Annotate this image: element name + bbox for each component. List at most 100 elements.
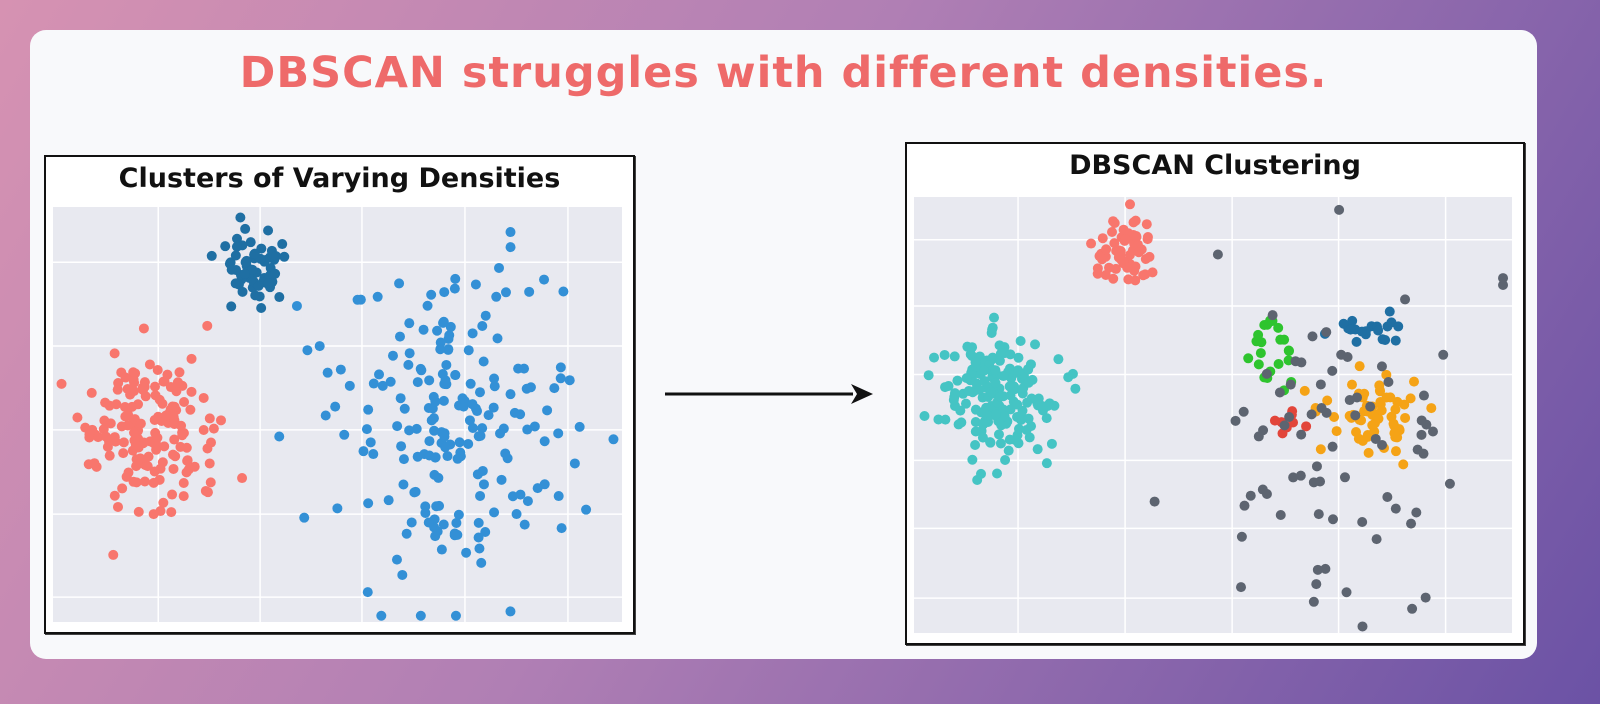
data-point — [404, 348, 415, 359]
data-point — [1389, 420, 1400, 431]
data-point — [1120, 234, 1131, 245]
data-point — [1373, 325, 1384, 336]
data-point — [363, 498, 374, 509]
data-point — [1306, 409, 1317, 420]
data-point — [423, 517, 434, 528]
data-point — [478, 356, 489, 367]
data-point — [426, 415, 437, 426]
data-point — [253, 280, 264, 291]
chart-title: DBSCAN Clustering — [1069, 150, 1361, 181]
data-point — [1383, 376, 1394, 387]
data-point — [322, 367, 333, 378]
data-point — [1390, 335, 1401, 346]
data-point — [500, 287, 511, 298]
data-point — [102, 441, 113, 452]
data-point — [404, 318, 415, 329]
data-point — [475, 430, 486, 441]
data-point — [100, 431, 111, 442]
data-point — [532, 483, 543, 494]
data-point — [1331, 426, 1342, 437]
data-point — [274, 292, 285, 303]
data-point — [420, 507, 431, 518]
data-point — [491, 291, 502, 302]
data-point — [507, 491, 518, 502]
data-point — [399, 403, 410, 414]
data-point — [990, 409, 1001, 420]
data-point — [1400, 294, 1411, 305]
data-point — [215, 415, 226, 426]
data-point — [377, 380, 388, 391]
data-point — [1418, 390, 1429, 401]
data-point — [1311, 461, 1322, 472]
data-point — [970, 357, 981, 368]
data-point — [1030, 339, 1041, 350]
data-point — [387, 350, 398, 361]
data-point — [473, 517, 484, 528]
data-point — [72, 412, 83, 423]
data-point — [168, 463, 179, 474]
data-point — [985, 437, 996, 448]
data-point — [226, 301, 237, 312]
data-point — [416, 365, 427, 376]
data-point — [1123, 274, 1134, 285]
data-point — [992, 468, 1003, 479]
data-point — [177, 427, 188, 438]
data-point — [492, 333, 503, 344]
data-point — [1033, 393, 1044, 404]
data-point — [1357, 517, 1368, 528]
data-point — [1288, 472, 1299, 483]
data-point — [443, 344, 454, 355]
data-point — [1269, 415, 1280, 426]
data-point — [979, 407, 990, 418]
data-point — [1384, 306, 1395, 317]
data-point — [202, 320, 213, 331]
series-cluster-dark-blue- — [1319, 306, 1404, 347]
data-point — [169, 401, 180, 412]
data-point — [1390, 446, 1401, 457]
data-point — [995, 438, 1006, 449]
data-point — [148, 509, 159, 520]
data-point — [185, 404, 196, 415]
data-point — [990, 365, 1001, 376]
data-point — [451, 517, 462, 528]
data-point — [505, 227, 516, 238]
data-point — [1320, 563, 1331, 574]
data-point — [1315, 379, 1326, 390]
data-point — [1092, 268, 1103, 279]
data-point — [480, 527, 491, 538]
data-point — [449, 530, 460, 541]
data-point — [87, 424, 98, 435]
data-point — [467, 399, 478, 410]
data-point — [237, 286, 248, 297]
data-point — [401, 528, 412, 539]
data-point — [1000, 454, 1011, 465]
data-point — [1013, 423, 1024, 434]
data-point — [138, 384, 149, 395]
data-point — [167, 489, 178, 500]
data-point — [608, 434, 619, 445]
data-point — [277, 239, 288, 250]
data-point — [127, 401, 138, 412]
data-point — [439, 431, 450, 442]
data-point — [86, 387, 97, 398]
data-point — [1274, 387, 1285, 398]
data-point — [1438, 349, 1449, 360]
data-point — [976, 468, 987, 479]
data-point — [1070, 383, 1081, 394]
data-point — [443, 333, 454, 344]
data-point — [478, 479, 489, 490]
data-point — [105, 418, 116, 429]
data-point — [108, 549, 119, 560]
data-point — [453, 509, 464, 520]
data-point — [1357, 621, 1368, 632]
data-point — [332, 503, 343, 514]
data-point — [247, 264, 258, 275]
data-point — [130, 439, 141, 450]
data-point — [368, 449, 379, 460]
data-point — [1094, 251, 1105, 262]
data-point — [1296, 429, 1307, 440]
data-point — [558, 286, 569, 297]
data-point — [1312, 564, 1323, 575]
data-point — [178, 477, 189, 488]
data-point — [1347, 315, 1358, 326]
